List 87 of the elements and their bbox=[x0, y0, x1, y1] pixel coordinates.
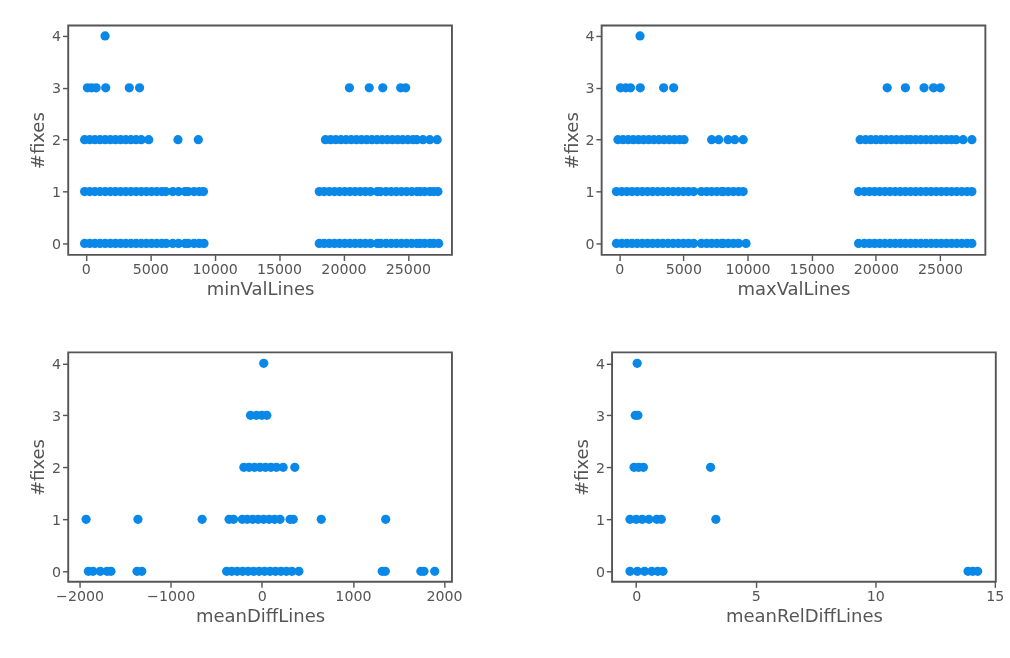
point bbox=[632, 358, 642, 368]
point bbox=[193, 135, 203, 145]
point bbox=[919, 83, 929, 93]
x-tick-label: 10000 bbox=[725, 261, 771, 278]
x-tick-label: 25000 bbox=[917, 261, 964, 278]
x-tick-label: 20000 bbox=[321, 261, 367, 278]
x-tick-label: −2000 bbox=[55, 588, 105, 605]
y-tick-label: 2 bbox=[52, 131, 62, 148]
point bbox=[197, 514, 207, 524]
point bbox=[635, 31, 645, 41]
point bbox=[669, 83, 679, 93]
y-tick-label: 4 bbox=[595, 355, 605, 372]
point bbox=[134, 83, 145, 93]
x-tick-label: 15000 bbox=[789, 261, 835, 278]
y-tick-label: 2 bbox=[52, 459, 62, 476]
point bbox=[935, 83, 945, 93]
y-tick-label: 3 bbox=[52, 407, 62, 424]
point bbox=[133, 514, 143, 524]
y-tick-label: 4 bbox=[52, 28, 62, 45]
x-axis-title: meanDiffLines bbox=[195, 604, 326, 626]
x-tick-label: 0 bbox=[81, 261, 91, 278]
point bbox=[900, 83, 911, 93]
x-tick-label: 5 bbox=[751, 588, 761, 605]
x-tick-label: 1000 bbox=[335, 588, 372, 605]
point bbox=[958, 135, 968, 145]
x-tick-label: −1000 bbox=[147, 588, 196, 605]
y-tick-label: 3 bbox=[595, 407, 605, 424]
point bbox=[378, 83, 388, 93]
x-tick-label: 0 bbox=[632, 588, 642, 605]
x-tick-label: 10 bbox=[866, 588, 885, 605]
point bbox=[124, 83, 134, 93]
point bbox=[294, 566, 304, 576]
y-axis-title: #fixes bbox=[27, 112, 49, 170]
y-tick-label: 2 bbox=[595, 459, 605, 476]
y-axis-title: #fixes bbox=[27, 439, 49, 497]
point bbox=[381, 514, 391, 524]
point bbox=[259, 358, 269, 368]
point bbox=[100, 31, 110, 41]
point bbox=[432, 135, 442, 145]
point bbox=[711, 514, 721, 524]
point bbox=[101, 83, 111, 93]
point bbox=[430, 566, 440, 576]
x-tick-label: 5000 bbox=[132, 261, 169, 278]
y-tick-label: 3 bbox=[52, 80, 62, 97]
y-tick-label: 0 bbox=[52, 563, 62, 580]
y-tick-label: 0 bbox=[585, 235, 595, 252]
y-tick-label: 1 bbox=[585, 183, 595, 200]
x-tick-label: 0 bbox=[257, 588, 267, 605]
point bbox=[364, 83, 374, 93]
point bbox=[278, 462, 288, 472]
y-tick-label: 0 bbox=[52, 235, 62, 252]
point bbox=[741, 238, 751, 249]
y-tick-label: 2 bbox=[585, 131, 595, 148]
point bbox=[738, 135, 748, 145]
point bbox=[81, 514, 91, 524]
point bbox=[144, 135, 154, 145]
y-tick-label: 1 bbox=[595, 511, 605, 528]
y-axis-title: #fixes bbox=[571, 439, 593, 497]
point bbox=[967, 135, 977, 145]
point bbox=[730, 135, 740, 145]
x-tick-label: 0 bbox=[615, 261, 625, 278]
x-axis-title: minValLines bbox=[206, 278, 315, 300]
point bbox=[659, 83, 669, 93]
point bbox=[635, 83, 645, 93]
y-tick-label: 4 bbox=[585, 28, 595, 45]
y-tick-label: 1 bbox=[52, 183, 62, 200]
point bbox=[173, 135, 183, 145]
x-tick-label: 5000 bbox=[665, 261, 702, 278]
x-tick-label: 15 bbox=[986, 588, 1005, 605]
y-tick-label: 0 bbox=[595, 563, 605, 580]
point bbox=[705, 462, 716, 472]
x-tick-label: 25000 bbox=[385, 261, 431, 278]
point bbox=[344, 83, 355, 93]
y-tick-label: 1 bbox=[52, 511, 62, 528]
x-axis-title: meanRelDiffLines bbox=[725, 604, 883, 626]
point bbox=[714, 135, 724, 145]
x-tick-label: 10000 bbox=[192, 261, 238, 278]
x-tick-label: 20000 bbox=[853, 261, 899, 278]
y-tick-label: 3 bbox=[585, 80, 595, 97]
y-axis-title: #fixes bbox=[560, 112, 582, 170]
x-tick-label: 2000 bbox=[426, 588, 463, 605]
point bbox=[882, 83, 892, 93]
point bbox=[290, 462, 300, 472]
x-tick-label: 15000 bbox=[256, 261, 303, 278]
point bbox=[316, 514, 326, 524]
x-axis-title: maxValLines bbox=[737, 278, 851, 300]
y-tick-label: 4 bbox=[52, 355, 62, 372]
